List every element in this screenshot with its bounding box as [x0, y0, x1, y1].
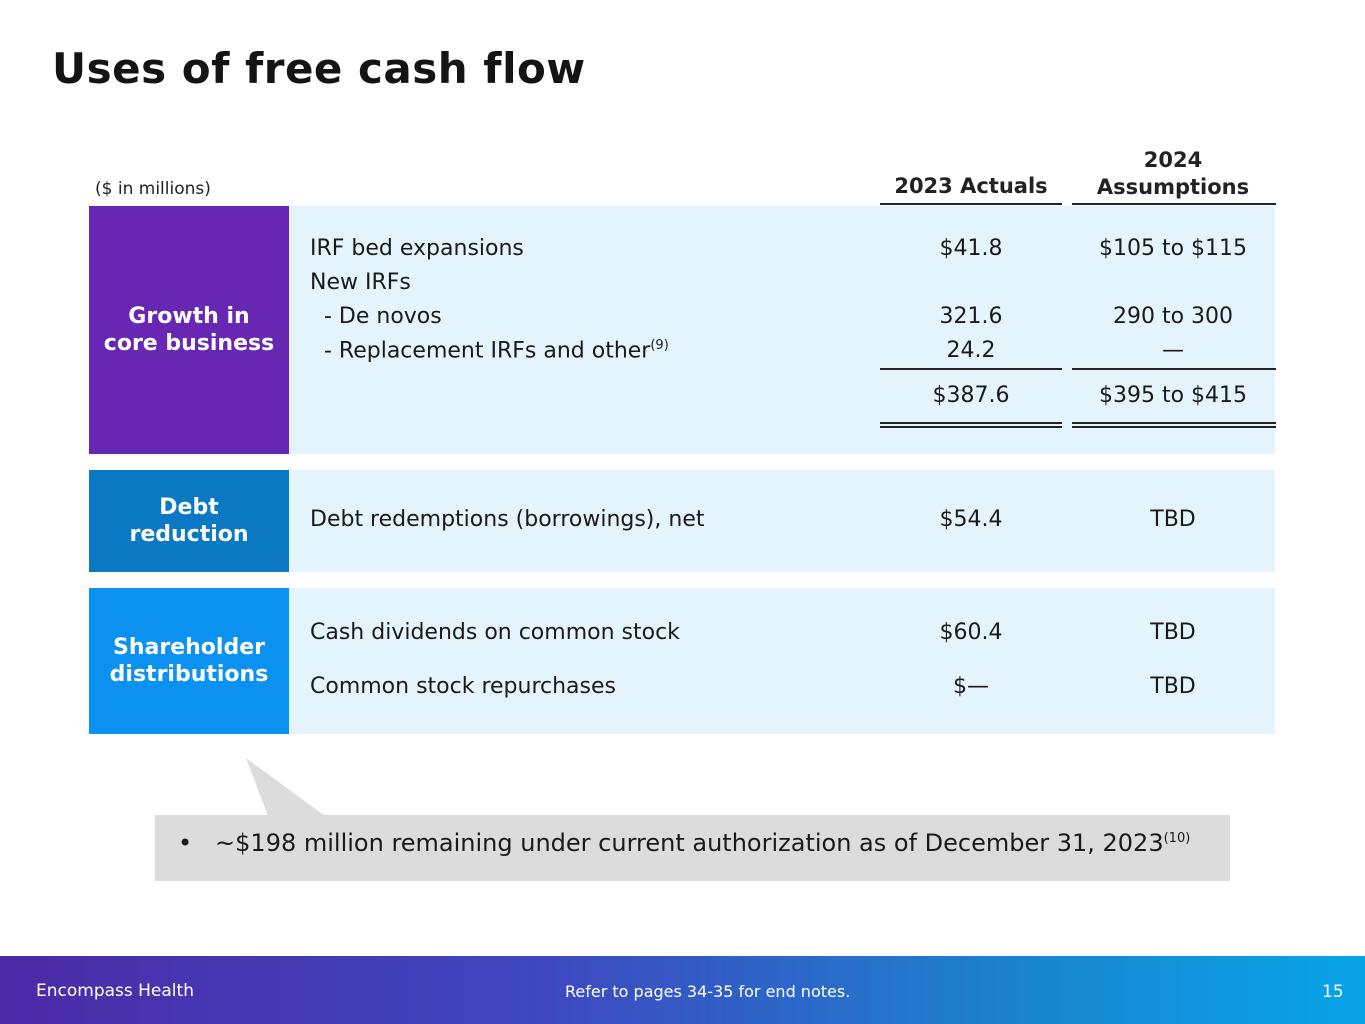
total-double-rule-actuals	[880, 422, 1062, 428]
footer-endnote: Refer to pages 34-35 for end notes.	[565, 982, 851, 1001]
footer-bar	[0, 956, 1365, 1024]
shareholder-row-actual: $—	[953, 674, 989, 699]
growth-row-label: IRF bed expansions	[310, 236, 524, 261]
shareholder-panel	[289, 588, 1275, 734]
growth-category-label: Growth in core business	[89, 206, 289, 454]
growth-row-actual: $41.8	[939, 236, 1003, 261]
callout-pointer-shape	[246, 758, 325, 816]
callout-message: ~$198 million remaining under current au…	[215, 829, 1164, 857]
endnote-marker: (10)	[1163, 831, 1191, 846]
shareholder-row-actual: $60.4	[939, 620, 1003, 645]
shareholder-category-label: Shareholder distributions	[89, 588, 289, 734]
shareholder-row-assumption: TBD	[1150, 674, 1196, 699]
growth-row-actual: 24.2	[946, 338, 996, 363]
growth-row-assumption: $105 to $115	[1098, 236, 1248, 261]
growth-row-assumption: 290 to 300	[1112, 304, 1234, 329]
subtotal-rule-assumptions	[1072, 368, 1276, 370]
bullet-icon: •	[178, 829, 193, 857]
growth-panel	[289, 206, 1275, 454]
growth-row-actual: 321.6	[939, 304, 1003, 329]
growth-row-label: New IRFs	[310, 270, 411, 295]
shareholder-row-assumption: TBD	[1150, 620, 1196, 645]
endnote-marker: (9)	[650, 338, 669, 353]
debt-label-line2: reduction	[129, 522, 249, 547]
growth-label-line2: core business	[103, 331, 275, 356]
growth-row-label: - De novos	[310, 304, 442, 329]
debt-row-assumption: TBD	[1150, 507, 1196, 532]
column-header-assumptions: 2024 Assumptions	[1072, 147, 1274, 201]
debt-panel	[289, 470, 1275, 572]
subtotal-rule-actuals	[880, 368, 1062, 370]
header-rule-actuals	[880, 203, 1062, 205]
column-header-assumptions-label: Assumptions	[1096, 175, 1250, 199]
callout-text: • ~$198 million remaining under current …	[178, 829, 1190, 857]
units-note: ($ in millions)	[95, 179, 211, 199]
debt-row-actual: $54.4	[939, 507, 1003, 532]
shareholder-label-line2: distributions	[109, 662, 269, 687]
callout-box	[155, 815, 1230, 881]
header-rule-assumptions	[1072, 203, 1276, 205]
shareholder-row-label: Cash dividends on common stock	[310, 620, 680, 645]
debt-label-line1: Debt	[159, 495, 219, 520]
growth-row-label: - Replacement IRFs and other	[310, 338, 651, 364]
shareholder-row-label: Common stock repurchases	[310, 674, 617, 699]
debt-category-label: Debt reduction	[89, 470, 289, 572]
growth-row-label-with-note: - Replacement IRFs and other(9)	[310, 338, 669, 363]
growth-row-assumption: —	[1162, 338, 1184, 363]
shareholder-label-line1: Shareholder	[113, 635, 265, 660]
growth-total-actual: $387.6	[932, 383, 1010, 408]
growth-total-assumption: $395 to $415	[1098, 383, 1248, 408]
column-header-assumptions-year: 2024	[1143, 148, 1203, 172]
debt-row-label: Debt redemptions (borrowings), net	[310, 507, 705, 532]
page-title: Uses of free cash flow	[52, 44, 586, 93]
footer-company: Encompass Health	[36, 981, 194, 1001]
growth-label-line1: Growth in	[128, 304, 250, 329]
total-double-rule-assumptions	[1072, 422, 1276, 428]
page-number: 15	[1322, 982, 1344, 1002]
column-header-actuals: 2023 Actuals	[894, 174, 1048, 198]
